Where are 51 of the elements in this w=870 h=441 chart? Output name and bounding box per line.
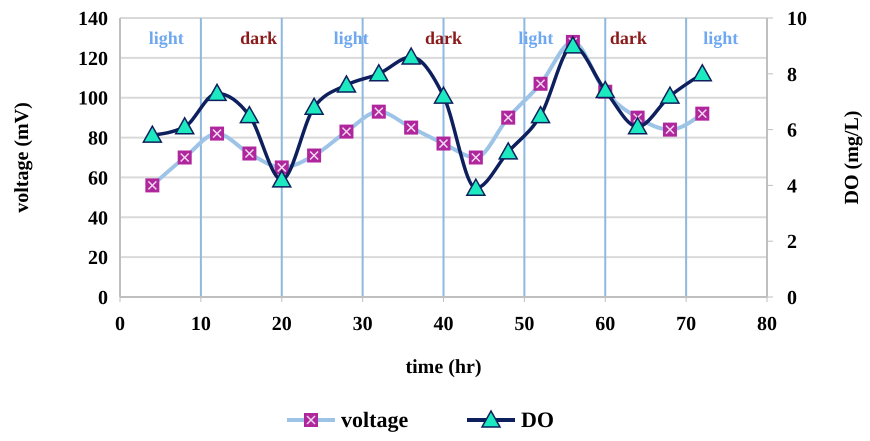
point — [596, 80, 615, 98]
annotation: dark — [610, 28, 647, 48]
x-tick-label: 50 — [514, 313, 534, 335]
y-tick-label: 100 — [78, 88, 108, 110]
point — [174, 117, 194, 135]
y-tick-label: 40 — [88, 207, 108, 230]
point — [434, 86, 454, 104]
y-axis-title: voltage (mV) — [11, 102, 33, 213]
point — [466, 178, 486, 196]
point — [272, 170, 292, 188]
point — [336, 75, 356, 93]
y-tick-label: 60 — [88, 167, 108, 190]
annotation: dark — [424, 28, 462, 48]
point — [401, 47, 421, 65]
y-tick-label: 0 — [98, 287, 108, 309]
point — [304, 98, 324, 116]
x-axis-title: time (hr) — [405, 356, 482, 378]
point — [142, 125, 162, 143]
y-tick-label: 20 — [88, 247, 108, 270]
legend-label: voltage — [341, 407, 408, 432]
x-tick-label: 20 — [272, 313, 292, 335]
point — [207, 84, 227, 102]
point — [369, 64, 389, 82]
y2-tick-label: 6 — [787, 120, 797, 142]
legend-label: DO — [521, 407, 554, 432]
y2-tick-label: 10 — [787, 8, 807, 30]
x-tick-label: 70 — [676, 313, 696, 335]
y-tick-label: 140 — [78, 8, 108, 30]
x-tick-label: 0 — [115, 313, 125, 335]
x-tick-label: 30 — [352, 313, 373, 335]
y2-axis-title: DO (mg/L) — [841, 110, 863, 204]
y2-tick-label: 0 — [787, 287, 797, 309]
point — [530, 106, 550, 124]
point — [498, 142, 518, 160]
annotation: light — [148, 28, 184, 48]
annotation: light — [703, 28, 738, 48]
y2-tick-label: 4 — [787, 175, 797, 198]
x-tick-label: 40 — [434, 313, 454, 335]
x-tick-label: 80 — [757, 313, 777, 335]
annotation: dark — [240, 28, 278, 48]
point — [240, 106, 260, 124]
point — [692, 64, 712, 82]
y-tick-label: 120 — [78, 48, 108, 70]
y-tick-label: 80 — [88, 128, 108, 150]
point — [660, 86, 680, 104]
x-tick-label: 10 — [190, 313, 211, 335]
point — [563, 36, 583, 54]
y2-tick-label: 8 — [787, 64, 797, 86]
y2-tick-label: 2 — [787, 231, 797, 254]
x-tick-label: 60 — [595, 313, 616, 335]
point — [628, 117, 648, 135]
